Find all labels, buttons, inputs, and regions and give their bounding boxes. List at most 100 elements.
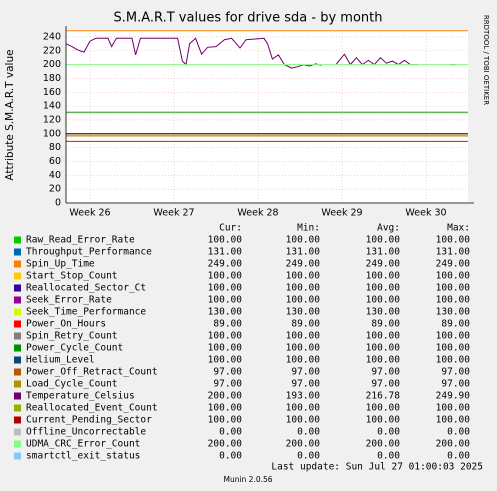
table-cell: 130.00 [436, 307, 471, 318]
table-cell: 100.00 [436, 283, 471, 294]
table-cell: 100.00 [436, 295, 471, 306]
table-cell: 100.00 [366, 271, 401, 282]
table-cell: 100.00 [436, 235, 471, 246]
table-cell: 100.00 [208, 283, 243, 294]
legend-swatch [14, 236, 21, 244]
table-cell: 100.00 [286, 331, 321, 342]
table-cell: 100.00 [208, 343, 243, 354]
table-cell: 200.00 [286, 439, 321, 450]
table-cell: 0.00 [447, 451, 470, 462]
legend-label: Current_Pending_Sector [26, 415, 152, 426]
table-cell: 200.00 [208, 391, 243, 402]
table-cell: 0.00 [377, 427, 400, 438]
table-cell: 131.00 [286, 247, 321, 258]
legend-label: Spin_Retry_Count [26, 331, 118, 342]
x-tick-label: Week 29 [321, 208, 362, 219]
legend-swatch [14, 260, 21, 268]
legend-swatch [14, 428, 21, 436]
x-tick-label: Week 27 [153, 208, 194, 219]
table-cell: 100.00 [286, 355, 321, 366]
table-cell: 131.00 [366, 247, 401, 258]
table-cell: 249.00 [208, 259, 243, 270]
table-cell: 89.00 [441, 319, 470, 330]
y-tick-label: 80 [49, 142, 61, 153]
table-cell: 200.00 [436, 439, 471, 450]
legend-swatch [14, 368, 21, 376]
table-cell: 131.00 [436, 247, 471, 258]
y-tick-label: 100 [43, 128, 61, 139]
table-cell: 100.00 [436, 355, 471, 366]
table-cell: 100.00 [286, 343, 321, 354]
table-cell: 100.00 [208, 415, 243, 426]
table-header: Min: [297, 223, 320, 234]
table-cell: 131.00 [208, 247, 243, 258]
legend-label: Throughput_Performance [26, 247, 152, 258]
table-cell: 100.00 [436, 331, 471, 342]
table-cell: 97.00 [441, 379, 470, 390]
y-tick-label: 20 [49, 184, 61, 195]
legend-swatch [14, 404, 21, 412]
table-cell: 100.00 [208, 403, 243, 414]
legend-label: Offline_Uncorrectable [26, 427, 146, 438]
table-cell: 0.00 [377, 451, 400, 462]
table-cell: 0.00 [447, 427, 470, 438]
table-cell: 100.00 [208, 235, 243, 246]
legend-label: Load_Cycle_Count [26, 379, 118, 390]
table-cell: 130.00 [366, 307, 401, 318]
table-header: Cur: [219, 223, 242, 234]
legend-label: Power_On_Hours [26, 319, 106, 330]
table-cell: 97.00 [213, 379, 242, 390]
y-tick-label: 180 [43, 73, 61, 84]
table-cell: 100.00 [436, 271, 471, 282]
legend-label: Reallocated_Event_Count [26, 403, 158, 414]
table-cell: 100.00 [366, 343, 401, 354]
legend-label: Raw_Read_Error_Rate [26, 235, 135, 246]
y-axis-label: Attribute S.M.A.R.T value [4, 49, 16, 180]
table-cell: 89.00 [371, 319, 400, 330]
table-cell: 100.00 [286, 415, 321, 426]
legend-swatch [14, 380, 21, 388]
footer: Munin 2.0.56 [223, 475, 272, 484]
table-cell: 100.00 [286, 295, 321, 306]
y-tick-label: 240 [43, 31, 61, 42]
legend-label: Reallocated_Sector_Ct [26, 283, 146, 294]
legend-swatch [14, 332, 21, 340]
y-tick-label: 40 [49, 170, 61, 181]
table-cell: 100.00 [286, 283, 321, 294]
table-cell: 0.00 [297, 451, 320, 462]
table-cell: 100.00 [208, 331, 243, 342]
watermark: RRDTOOL / TOBI OETIKER [482, 15, 490, 105]
y-tick-label: 140 [43, 101, 61, 112]
x-tick-label: Week 30 [405, 208, 446, 219]
legend-label: Seek_Error_Rate [26, 295, 112, 306]
legend-label: Seek_Time_Performance [26, 307, 146, 318]
table-cell: 100.00 [436, 403, 471, 414]
table-header: Avg: [377, 223, 400, 234]
y-tick-label: 0 [55, 198, 61, 209]
legend-swatch [14, 284, 21, 292]
table-cell: 97.00 [371, 379, 400, 390]
legend-swatch [14, 296, 21, 304]
table-cell: 193.00 [286, 391, 321, 402]
legend-swatch [14, 356, 21, 364]
legend-label: UDMA_CRC_Error_Count [26, 439, 140, 450]
last-update: Last update: Sun Jul 27 01:00:03 2025 [271, 462, 483, 473]
table-cell: 130.00 [286, 307, 321, 318]
table-cell: 100.00 [366, 403, 401, 414]
table-cell: 100.00 [436, 343, 471, 354]
table-cell: 100.00 [286, 403, 321, 414]
table-cell: 100.00 [366, 331, 401, 342]
table-cell: 100.00 [436, 415, 471, 426]
legend-label: smartctl_exit_status [26, 451, 140, 462]
y-tick-label: 160 [43, 87, 61, 98]
x-tick-label: Week 26 [69, 208, 110, 219]
y-tick-label: 220 [43, 45, 61, 56]
table-cell: 97.00 [291, 367, 320, 378]
legend-swatch [14, 248, 21, 256]
table-cell: 249.00 [436, 259, 471, 270]
legend-label: Helium_Level [26, 355, 95, 366]
table-cell: 97.00 [441, 367, 470, 378]
table-cell: 249.90 [436, 391, 471, 402]
legend-swatch [14, 452, 21, 460]
